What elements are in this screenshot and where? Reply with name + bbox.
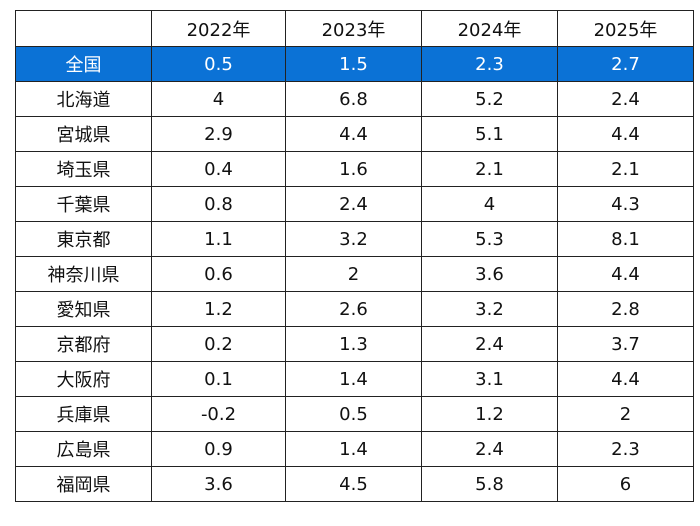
table-cell: 4 — [151, 81, 286, 117]
table-cell: 3.6 — [151, 466, 286, 502]
table-cell: 3.2 — [285, 221, 422, 257]
table-cell: 0.1 — [151, 361, 286, 397]
row-label: 埼玉県 — [15, 151, 152, 187]
table-cell: 1.4 — [285, 361, 422, 397]
table-cell: 1.5 — [285, 46, 422, 82]
table-cell: 2.4 — [557, 81, 694, 117]
table-cell: 4.5 — [285, 466, 422, 502]
table-cell: 0.5 — [151, 46, 286, 82]
table-cell: 2 — [285, 256, 422, 292]
row-label: 千葉県 — [15, 186, 152, 222]
table-cell: 1.3 — [285, 326, 422, 362]
table-cell: 1.1 — [151, 221, 286, 257]
table-cell: 1.6 — [285, 151, 422, 187]
row-label: 宮城県 — [15, 116, 152, 152]
table-row: 福岡県 3.6 4.5 5.8 6 — [15, 466, 694, 502]
table-body: 全国 0.5 1.5 2.3 2.7 北海道 4 6.8 5.2 2.4 宮城県 2.9 4.4 5.1 4… — [15, 46, 694, 502]
corner-cell — [15, 10, 152, 47]
data-table: 2022年 2023年 2024年 2025年 全国 0.5 1.5 2.3 2.7 北海… — [15, 10, 694, 502]
table-cell: 0.9 — [151, 431, 286, 467]
table-cell: 4.4 — [557, 361, 694, 397]
row-label: 神奈川県 — [15, 256, 152, 292]
table-row: 愛知県 1.2 2.6 3.2 2.8 — [15, 291, 694, 327]
table-cell: 3.6 — [421, 256, 558, 292]
header-row: 2022年 2023年 2024年 2025年 — [15, 10, 694, 47]
table-cell: 2.1 — [557, 151, 694, 187]
table-row: 千葉県 0.8 2.4 4 4.3 — [15, 186, 694, 222]
row-label: 大阪府 — [15, 361, 152, 397]
table-cell: 5.3 — [421, 221, 558, 257]
table-row: 埼玉県 0.4 1.6 2.1 2.1 — [15, 151, 694, 187]
table-cell: 0.8 — [151, 186, 286, 222]
table-cell: 2.4 — [421, 431, 558, 467]
table-cell: 4.4 — [285, 116, 422, 152]
data-table-container: 2022年 2023年 2024年 2025年 全国 0.5 1.5 2.3 2.7 北海… — [15, 10, 694, 502]
table-cell: 5.2 — [421, 81, 558, 117]
column-header-2022: 2022年 — [151, 10, 286, 47]
table-row: 東京都 1.1 3.2 5.3 8.1 — [15, 221, 694, 257]
row-label: 兵庫県 — [15, 396, 152, 432]
table-cell: 2.7 — [557, 46, 694, 82]
table-cell: 0.5 — [285, 396, 422, 432]
row-label: 北海道 — [15, 81, 152, 117]
table-row: 京都府 0.2 1.3 2.4 3.7 — [15, 326, 694, 362]
table-cell: 2.9 — [151, 116, 286, 152]
table-cell: 2.6 — [285, 291, 422, 327]
table-cell: 3.1 — [421, 361, 558, 397]
table-cell: 6 — [557, 466, 694, 502]
table-cell: 5.8 — [421, 466, 558, 502]
row-label: 福岡県 — [15, 466, 152, 502]
row-label: 愛知県 — [15, 291, 152, 327]
row-label: 東京都 — [15, 221, 152, 257]
column-header-2024: 2024年 — [421, 10, 558, 47]
table-cell: 2.4 — [421, 326, 558, 362]
row-label: 全国 — [15, 46, 152, 82]
column-header-2023: 2023年 — [285, 10, 422, 47]
table-cell: 0.6 — [151, 256, 286, 292]
table-cell: 0.4 — [151, 151, 286, 187]
table-row: 全国 0.5 1.5 2.3 2.7 — [15, 46, 694, 82]
table-cell: 2.8 — [557, 291, 694, 327]
table-cell: 3.7 — [557, 326, 694, 362]
table-row: 北海道 4 6.8 5.2 2.4 — [15, 81, 694, 117]
row-label: 広島県 — [15, 431, 152, 467]
table-row: 広島県 0.9 1.4 2.4 2.3 — [15, 431, 694, 467]
table-row: 兵庫県 -0.2 0.5 1.2 2 — [15, 396, 694, 432]
table-cell: 2.4 — [285, 186, 422, 222]
table-cell: 4.4 — [557, 256, 694, 292]
column-header-2025: 2025年 — [557, 10, 694, 47]
table-cell: 4.4 — [557, 116, 694, 152]
table-cell: 0.2 — [151, 326, 286, 362]
table-cell: -0.2 — [151, 396, 286, 432]
row-label: 京都府 — [15, 326, 152, 362]
table-cell: 1.2 — [151, 291, 286, 327]
table-cell: 4.3 — [557, 186, 694, 222]
table-row: 神奈川県 0.6 2 3.6 4.4 — [15, 256, 694, 292]
table-cell: 1.2 — [421, 396, 558, 432]
table-cell: 2.3 — [557, 431, 694, 467]
table-row: 宮城県 2.9 4.4 5.1 4.4 — [15, 116, 694, 152]
table-cell: 6.8 — [285, 81, 422, 117]
table-cell: 2.3 — [421, 46, 558, 82]
table-cell: 3.2 — [421, 291, 558, 327]
table-cell: 4 — [421, 186, 558, 222]
table-cell: 1.4 — [285, 431, 422, 467]
table-cell: 2.1 — [421, 151, 558, 187]
table-cell: 8.1 — [557, 221, 694, 257]
table-cell: 5.1 — [421, 116, 558, 152]
table-row: 大阪府 0.1 1.4 3.1 4.4 — [15, 361, 694, 397]
table-cell: 2 — [557, 396, 694, 432]
